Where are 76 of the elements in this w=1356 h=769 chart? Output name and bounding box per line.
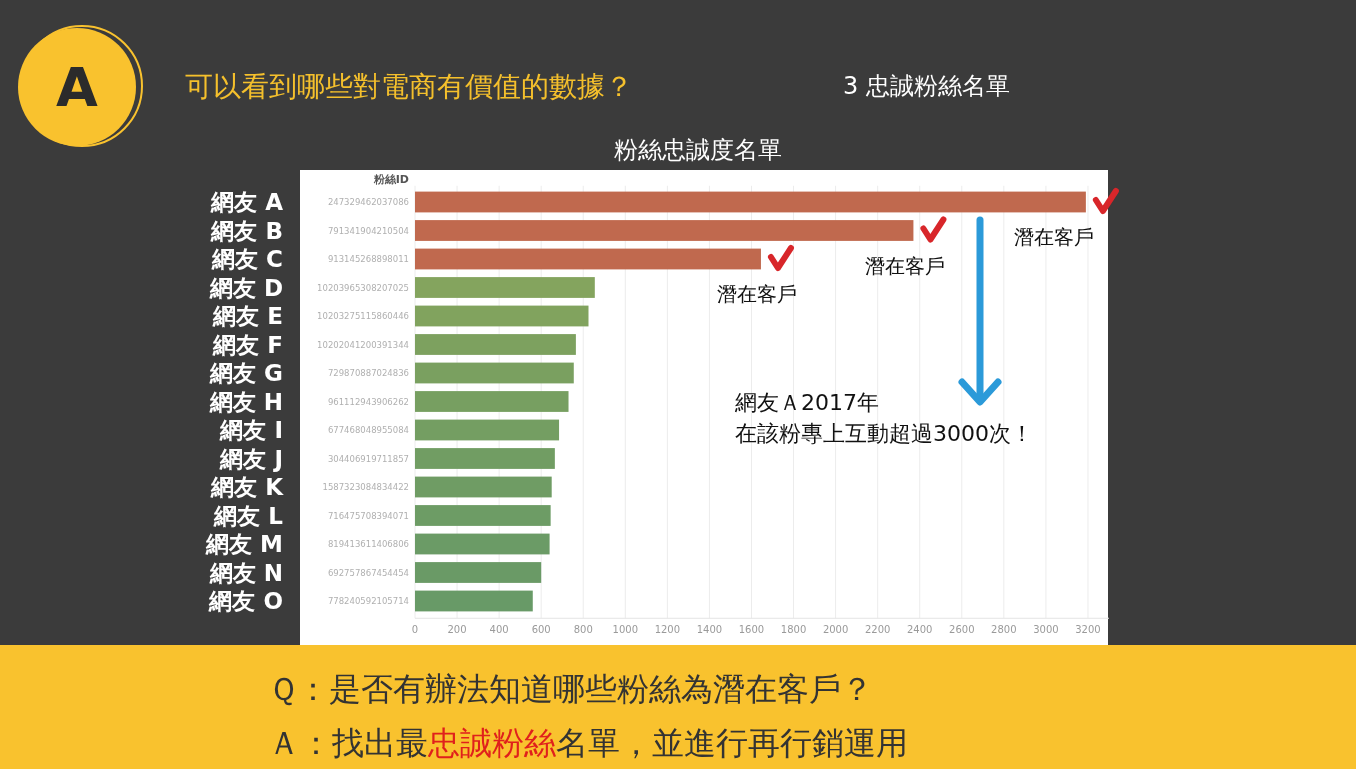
- bar: [415, 533, 550, 555]
- x-tick-label: 2400: [907, 624, 933, 635]
- y-tick-label: 網友 G: [209, 360, 283, 386]
- bar: [415, 277, 595, 298]
- bar: [415, 305, 589, 327]
- y-tick-label: 網友 D: [208, 274, 283, 301]
- annotation: 在該粉專上互動超過3000次！: [735, 421, 1033, 446]
- text: 可以看到哪些對電商有價值的數據？: [185, 70, 633, 103]
- x-tick-label: 3000: [1033, 624, 1059, 635]
- text: A: [56, 56, 99, 119]
- x-tick-label: 800: [573, 624, 593, 635]
- y-tick-label: 網友 N: [208, 559, 283, 586]
- bar: [415, 419, 560, 441]
- x-tick-label: 1400: [696, 624, 723, 635]
- bar: [415, 391, 569, 412]
- text: 819413611406806: [327, 539, 409, 549]
- text: 677468048955084: [327, 425, 409, 435]
- x-tick-label: 600: [531, 624, 551, 635]
- annotation: 網友Ａ2017年: [734, 390, 879, 415]
- x-tick-label: 1200: [654, 624, 681, 635]
- y-tick-label: 網友 B: [210, 217, 283, 244]
- x-tick-label: 1600: [738, 624, 765, 635]
- text: 10203275115860446: [317, 311, 409, 321]
- x-tick-label: 3200: [1075, 624, 1101, 635]
- annotation: 潛在客戶: [1014, 225, 1095, 249]
- y-tick-label: 網友 L: [213, 502, 284, 529]
- text: 10202041200391344: [317, 339, 409, 350]
- annotation: 潛在客戶: [716, 282, 797, 306]
- y-tick-label: 網友 K: [210, 474, 285, 500]
- y-tick-label: 網友 F: [212, 331, 283, 358]
- annotation: 潛在客戶: [865, 253, 946, 278]
- y-tick-label: 網友 C: [211, 246, 283, 272]
- chart-title: 粉絲忠誠度名單: [614, 136, 782, 164]
- text: 716475708394071: [327, 510, 409, 521]
- text: 778240592105714: [327, 596, 409, 606]
- x-tick-label: 1000: [612, 624, 639, 635]
- text: 961112943906262: [327, 396, 409, 407]
- bar: [415, 505, 551, 526]
- x-tick-label: 1800: [780, 624, 807, 635]
- text: 1587323084834422: [322, 482, 409, 492]
- y-tick-label: 網友 J: [219, 445, 283, 472]
- x-tick-label: 2000: [822, 624, 849, 635]
- x-tick-label: 2800: [991, 624, 1017, 635]
- bar: [415, 590, 533, 612]
- x-tick-label: 200: [447, 624, 467, 635]
- text: 913145268898011: [327, 254, 409, 264]
- y-tick-label: 網友 M: [205, 531, 283, 557]
- text: 3 忠誠粉絲名單: [843, 72, 1010, 100]
- y-tick-label: 網友 A: [210, 189, 284, 215]
- text: 10203965308207025: [317, 282, 409, 293]
- text: 304406919711857: [327, 453, 409, 464]
- text: 791341904210504: [327, 225, 409, 236]
- text: 692757867454454: [327, 567, 409, 578]
- y-tick-label: 網友 E: [212, 303, 283, 329]
- text: 名單，並進行再行銷運用: [556, 724, 908, 762]
- bar: [415, 562, 542, 583]
- text: Ａ：找出最: [268, 724, 428, 762]
- bar: [415, 191, 1086, 213]
- bar: [415, 334, 576, 355]
- x-tick-label: 0: [411, 624, 419, 635]
- x-tick-label: 2600: [949, 624, 975, 635]
- y-tick-label: 網友 H: [208, 388, 283, 415]
- text: 729870887024836: [327, 368, 409, 378]
- y-tick-label: 網友 I: [219, 417, 283, 443]
- y-axis-title: 粉絲ID: [372, 173, 409, 186]
- bar: [415, 362, 574, 384]
- bar: [415, 248, 761, 270]
- bar: [415, 220, 914, 241]
- x-tick-label: 400: [489, 624, 509, 635]
- text: Ｑ：是否有辦法知道哪些粉絲為潛在客戶？: [268, 670, 873, 708]
- text: 247329462037086: [327, 197, 409, 207]
- x-tick-label: 2200: [864, 624, 891, 635]
- text: 忠誠粉絲: [427, 724, 556, 762]
- bar: [415, 476, 552, 498]
- y-tick-label: 網友 O: [208, 588, 283, 614]
- bar: [415, 448, 555, 469]
